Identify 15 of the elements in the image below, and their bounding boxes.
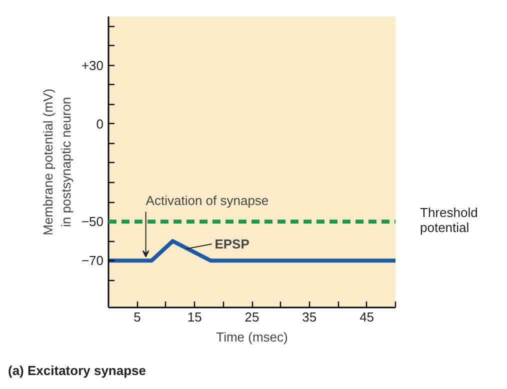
annotation: Activation of synapse [146, 192, 269, 208]
x-tick-label: 15 [187, 310, 202, 324]
y-tick-label: −70 [81, 253, 104, 268]
y-tick-label: −50 [81, 214, 104, 230]
y-axis-title: Membrane potential (mV) in postsynaptic neuron [40, 88, 74, 236]
x-axis-title: Time (msec) [216, 330, 288, 344]
x-tick-label: 5 [134, 310, 141, 324]
x-tick-label: 35 [302, 310, 317, 324]
text: (a) Excitatory synapse [8, 362, 146, 380]
annotation: EPSP [214, 236, 250, 252]
x-tick-label: 45 [360, 310, 374, 324]
x-tick-label: 25 [244, 310, 260, 324]
ref-line-label: Threshold potential [420, 205, 478, 235]
y-tick-label: +30 [81, 58, 104, 73]
y-tick-label: 0 [96, 116, 104, 132]
